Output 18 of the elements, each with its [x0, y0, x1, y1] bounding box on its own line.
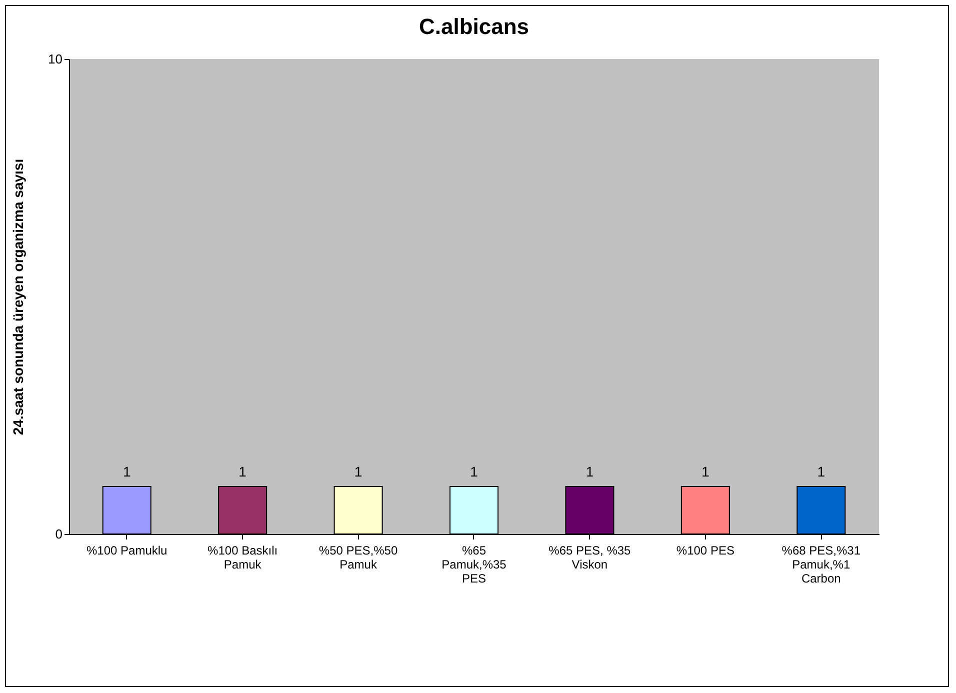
x-tick-label: %100 Pamuklu: [86, 544, 168, 558]
y-axis-title: 24.saat sonunda üreyen organizma sayısı: [10, 158, 26, 436]
data-label: 1: [470, 464, 478, 480]
data-label: 1: [702, 464, 710, 480]
y-tick-label: 0: [55, 526, 62, 542]
x-tick-label: %50 PES,%50 Pamuk: [318, 544, 398, 572]
data-label: 1: [122, 464, 131, 480]
x-tick-label: %65 PES, %35 Viskon: [548, 544, 632, 572]
x-tick-label: %100 PES: [676, 544, 734, 558]
data-label: 1: [354, 464, 362, 480]
x-tick-label: %100 Baskılı Pamuk: [208, 544, 278, 572]
y-tick-label: 10: [48, 52, 62, 66]
data-label: 1: [817, 464, 826, 480]
data-label: 1: [238, 464, 247, 480]
chart-title: C.albicans: [418, 14, 530, 39]
data-label: 1: [586, 464, 594, 480]
x-tick-label: %65 Pamuk,%35 PES: [442, 544, 507, 586]
x-tick-label: %68 PES,%31 Pamuk,%1 Carbon: [782, 544, 861, 586]
